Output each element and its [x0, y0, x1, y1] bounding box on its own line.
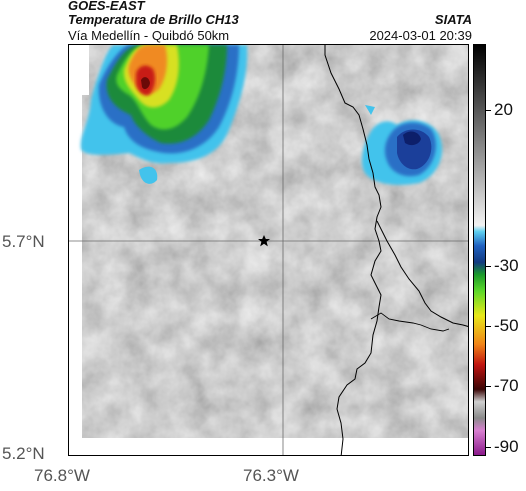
temperature-colorbar	[473, 44, 486, 456]
satellite-map	[68, 44, 469, 456]
lat-label-5-2: 5.2°N	[2, 444, 45, 463]
colorbar-gradient	[474, 45, 485, 455]
border-line	[324, 45, 382, 455]
region-subtitle: Vía Medellín - Quibdó 50km	[68, 28, 230, 43]
lon-label-76-3: 76.3°W	[243, 466, 299, 485]
colorbar-tick	[486, 326, 491, 327]
product-title: Temperatura de Brillo CH13	[68, 12, 239, 27]
star-icon	[258, 235, 270, 247]
admin-line-east	[376, 220, 468, 327]
map-canvas	[69, 45, 468, 455]
lat-label-5-7: 5.7°N	[2, 232, 45, 251]
convective-cloud-northwest	[80, 45, 248, 184]
colorbar-tick	[486, 386, 491, 387]
satellite-source-title: GOES-EAST	[68, 0, 145, 13]
timestamp-label: 2024-03-01 20:39	[369, 28, 472, 43]
colorbar-label-minus-30: -30	[494, 256, 519, 275]
colorbar-label-minus-50: -50	[494, 316, 519, 335]
colorbar-label-minus-70: -70	[494, 376, 519, 395]
colorbar-tick	[486, 266, 491, 267]
colorbar-tick	[486, 110, 491, 111]
convective-cloud-east	[362, 105, 443, 185]
brand-label: SIATA	[434, 12, 472, 27]
lon-label-76-8: 76.8°W	[34, 466, 90, 485]
colorbar-label-20: 20	[494, 100, 513, 119]
colorbar-label-minus-90: -90	[494, 437, 519, 456]
colorbar-tick	[486, 447, 491, 448]
